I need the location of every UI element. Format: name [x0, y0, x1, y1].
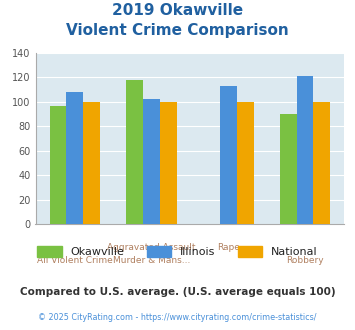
- Bar: [50, 106, 66, 224]
- Text: Aggravated Assault: Aggravated Assault: [107, 243, 196, 251]
- Bar: [296, 76, 313, 224]
- Text: Compared to U.S. average. (U.S. average equals 100): Compared to U.S. average. (U.S. average …: [20, 287, 335, 297]
- Bar: [280, 114, 296, 224]
- Text: All Violent Crime: All Violent Crime: [37, 256, 113, 265]
- Bar: [313, 102, 330, 224]
- Bar: [126, 80, 143, 224]
- Bar: [83, 102, 100, 224]
- Bar: [66, 92, 83, 224]
- Text: Robbery: Robbery: [286, 256, 324, 265]
- Bar: [160, 102, 177, 224]
- Legend: Okawville, Illinois, National: Okawville, Illinois, National: [33, 242, 322, 262]
- Bar: [237, 102, 253, 224]
- Bar: [220, 86, 237, 224]
- Bar: [143, 99, 160, 224]
- Text: Violent Crime Comparison: Violent Crime Comparison: [66, 23, 289, 38]
- Text: Rape: Rape: [217, 243, 240, 251]
- Text: © 2025 CityRating.com - https://www.cityrating.com/crime-statistics/: © 2025 CityRating.com - https://www.city…: [38, 314, 317, 322]
- Text: Murder & Mans...: Murder & Mans...: [113, 256, 190, 265]
- Text: 2019 Okawville: 2019 Okawville: [112, 3, 243, 18]
